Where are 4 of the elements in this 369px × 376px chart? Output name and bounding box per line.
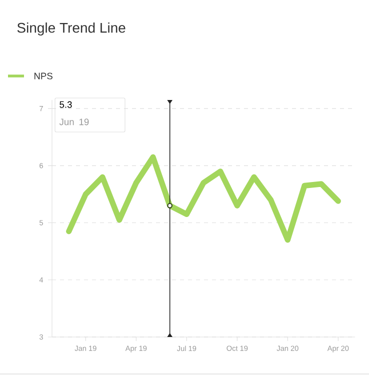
chart-title: Single Trend Line bbox=[17, 22, 126, 36]
annotation: Jun 19 bbox=[59, 118, 89, 126]
annotation: 5.3 bbox=[60, 101, 72, 108]
legend-label: NPS bbox=[34, 72, 52, 80]
